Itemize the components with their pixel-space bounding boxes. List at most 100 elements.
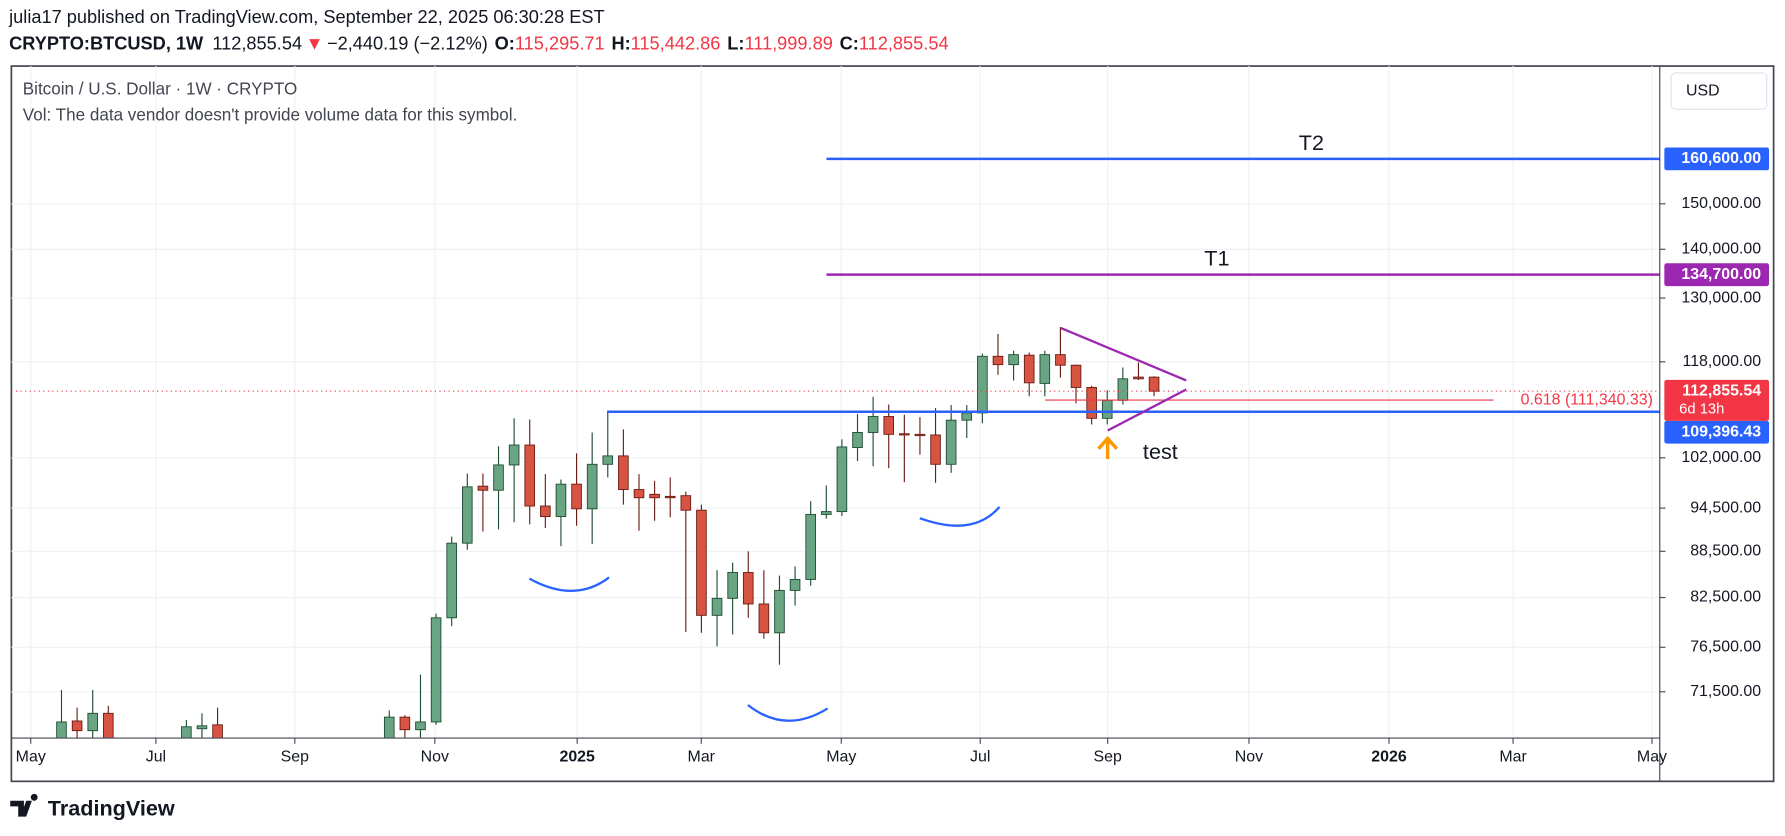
annotation: test <box>1143 439 1178 464</box>
candle-body <box>586 463 598 510</box>
triangle-line <box>1107 388 1187 432</box>
x-tick-label: 2025 <box>559 749 595 766</box>
last-price-box <box>1664 379 1770 421</box>
y-tick-label: 94,500.00 <box>1690 499 1761 516</box>
last-price-label: 112,855.54 <box>1682 382 1761 399</box>
price-label: 109,396.43 <box>1681 423 1761 440</box>
candle-body <box>462 486 473 544</box>
y-tick-label: 118,000.00 <box>1683 353 1762 370</box>
candle-body <box>383 716 395 739</box>
ohlc-value: 115,442.86 <box>631 33 721 53</box>
candle-body <box>618 455 629 491</box>
level-name: T2 <box>1299 130 1324 155</box>
candle-body <box>914 433 926 437</box>
candle-body <box>493 464 504 491</box>
candle-body <box>883 416 895 435</box>
currency-button[interactable] <box>1670 72 1768 110</box>
candle-body <box>852 432 863 449</box>
brand: TradingView <box>10 793 175 821</box>
y-tick-label: 82,500.00 <box>1690 589 1761 606</box>
quote-line: CRYPTO:BTCUSD, 1W 112,855.54 ▼ −2,440.19 (−… <box>9 33 949 53</box>
y-tick-label: 71,500.00 <box>1690 683 1761 700</box>
candle-body <box>87 712 98 732</box>
currency[interactable]: USD <box>1686 82 1720 99</box>
y-tick-label: 140,000.00 <box>1681 240 1761 257</box>
candle-body <box>1039 354 1051 384</box>
candle-body <box>696 509 707 616</box>
ohlc-key: L: <box>727 33 744 53</box>
ohlc-value: 111,999.89 <box>744 33 832 53</box>
candle-body <box>1070 364 1082 388</box>
x-tick-label: Jul <box>146 749 166 766</box>
y-tick-label: 130,000.00 <box>1681 289 1761 306</box>
price-label: 160,600.00 <box>1681 150 1761 167</box>
change: −2,440.19 (−2.12%) <box>327 33 488 53</box>
legend-title: Bitcoin / U.S. Dollar · 1W · CRYPTO <box>23 79 298 98</box>
candle-body <box>1008 354 1019 366</box>
candle-body <box>212 724 223 739</box>
arrow <box>1097 435 1119 460</box>
candle-body <box>446 542 457 619</box>
candle-body <box>181 726 192 739</box>
down-icon: ▼ <box>306 33 324 53</box>
candle-body <box>56 721 67 739</box>
x-tick-label: May <box>1637 749 1667 766</box>
candle-body <box>758 603 770 634</box>
candle-body <box>540 505 551 517</box>
candle-body <box>633 489 645 499</box>
candle-body <box>742 572 754 605</box>
candle-body <box>1101 399 1113 419</box>
plot <box>11 157 1660 739</box>
countdown: 6d 13h <box>1679 401 1724 417</box>
drawing-curve <box>919 506 1001 527</box>
price-label-box <box>1664 420 1770 444</box>
author-line: julia17 published on TradingView.com, Se… <box>8 7 605 27</box>
candle-body <box>555 483 567 517</box>
brand-name: TradingView <box>48 796 175 821</box>
y-tick-label: 150,000.00 <box>1681 195 1761 212</box>
y-tick-label: 76,500.00 <box>1690 638 1761 655</box>
y-tick-label: 102,000.00 <box>1681 449 1761 466</box>
symbol: CRYPTO:BTCUSD, 1W <box>9 33 204 53</box>
candle-body <box>789 578 801 591</box>
candle-body <box>1086 386 1097 419</box>
ohlc-key: C: <box>840 33 859 53</box>
candle-body <box>727 572 738 599</box>
x-tick-label: Mar <box>1499 749 1527 766</box>
candle-body <box>399 716 411 731</box>
x-tick-label: May <box>16 749 46 766</box>
candle-body <box>508 444 520 466</box>
drawing-curve <box>528 576 610 592</box>
fib-label: 0.618 (111,340.33) <box>1521 391 1653 408</box>
candle-body <box>415 721 426 731</box>
candle-body <box>1055 354 1066 366</box>
y-tick-label: 88,500.00 <box>1690 543 1761 560</box>
ohlc-key: O: <box>495 33 515 53</box>
candle-body <box>571 483 582 510</box>
candle-body <box>820 511 832 515</box>
candle-body <box>1148 376 1160 392</box>
candle-body <box>430 617 442 723</box>
candle-body <box>680 495 692 511</box>
price: 112,855.54 <box>212 33 302 53</box>
candle-body <box>945 419 957 465</box>
drawing-curve <box>747 704 829 722</box>
candle-body <box>103 712 114 739</box>
x-tick-label: 2026 <box>1371 749 1407 766</box>
candle-body <box>961 412 973 421</box>
candle-body <box>71 720 83 732</box>
level-name: T1 <box>1204 246 1229 271</box>
candle-body <box>477 485 489 491</box>
candle-body <box>867 416 879 433</box>
triangle-line <box>1060 326 1187 382</box>
candle-body <box>1023 354 1035 384</box>
candle-body <box>805 513 816 580</box>
candle-body <box>524 444 536 507</box>
candle-body <box>649 493 660 499</box>
candle-body <box>196 725 208 730</box>
candle-body <box>992 355 1004 366</box>
ohlc-value: 115,295.71 <box>515 33 605 53</box>
candle-body <box>664 495 676 499</box>
candle-body <box>930 434 941 465</box>
